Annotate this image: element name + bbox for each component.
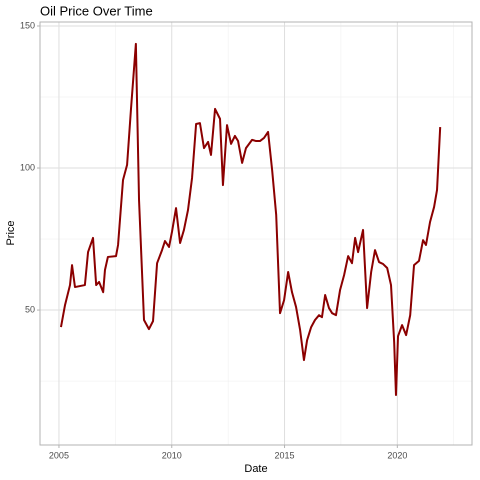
y-tick-label: 150 (20, 20, 35, 30)
panel-border (39, 21, 473, 446)
x-tick-label: 2010 (162, 450, 182, 460)
chart-title: Oil Price Over Time (40, 3, 153, 18)
x-axis-label: Date (244, 463, 267, 475)
y-tick-label: 50 (25, 304, 35, 314)
price-line (59, 42, 442, 397)
y-tick-label: 100 (20, 162, 35, 172)
x-tick-label: 2015 (275, 450, 295, 460)
y-axis-label: Price (5, 220, 17, 245)
x-tick-label: 2005 (49, 450, 69, 460)
x-tick-label: 2020 (387, 450, 407, 460)
